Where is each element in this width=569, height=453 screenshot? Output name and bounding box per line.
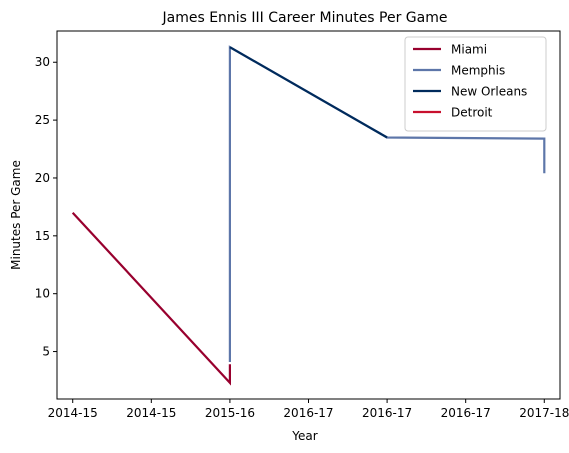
x-tick-label: 2014-15 [126,406,176,420]
x-axis-label: Year [291,429,317,443]
x-tick-label: 2017-18 [519,406,569,420]
x-tick-label: 2014-15 [48,406,98,420]
series-line-new-orleans [229,46,388,139]
series-layer [71,45,546,386]
y-axis-ticks: 5 10 15 20 25 30 [35,55,57,359]
y-axis-label: Minutes Per Game [9,160,23,270]
legend: Miami Memphis New Orleans Detroit [404,36,547,132]
legend-label: New Orleans [451,85,527,99]
legend-label: Memphis [451,64,505,78]
y-tick-label: 10 [35,287,50,301]
y-tick-label: 25 [35,113,50,127]
y-tick-label: 30 [35,55,50,69]
x-tick-label: 2016-17 [283,406,333,420]
y-tick-label: 20 [35,171,50,185]
x-tick-label: 2015-16 [205,406,255,420]
legend-label: Detroit [451,106,493,120]
chart-title: James Ennis III Career Minutes Per Game [161,10,447,26]
legend-label: Miami [451,43,487,57]
x-tick-label: 2016-17 [441,406,491,420]
legend-box [404,36,547,132]
x-tick-label: 2016-17 [362,406,412,420]
x-axis-ticks: 2014-15 2014-15 2015-16 2016-17 2016-17 2016-… [48,399,569,420]
series-line-miami [71,211,231,386]
y-tick-label: 5 [42,345,50,359]
y-tick-label: 15 [35,229,50,243]
